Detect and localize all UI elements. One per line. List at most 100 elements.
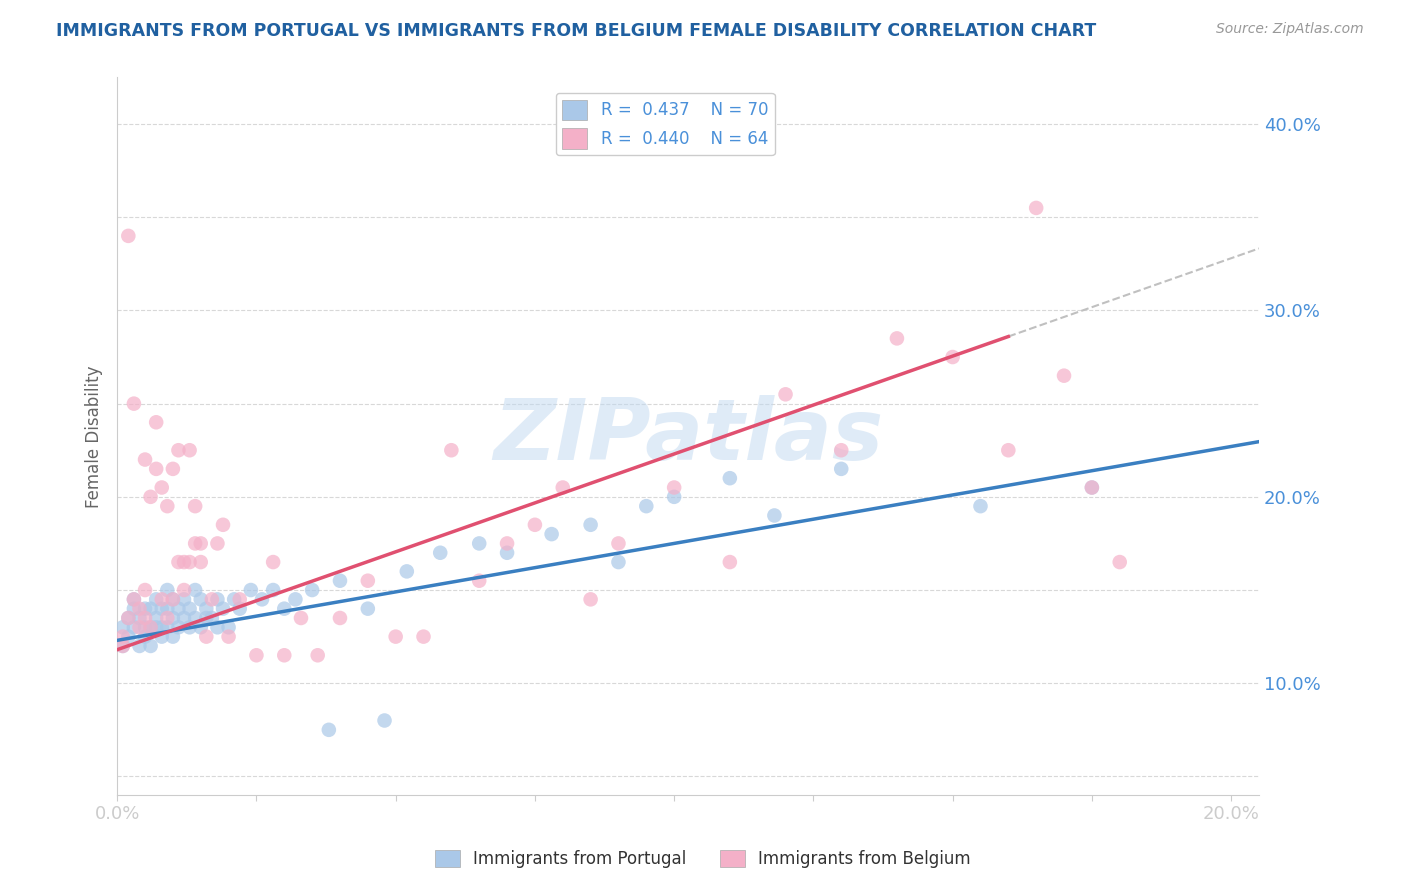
Point	[150, 620, 173, 634]
Point	[1081, 481, 1104, 495]
Point	[111, 630, 134, 644]
Point	[551, 481, 574, 495]
Point	[636, 499, 658, 513]
Point	[156, 601, 179, 615]
Point	[134, 630, 156, 644]
Point	[156, 620, 179, 634]
Point	[150, 592, 173, 607]
Point	[167, 555, 190, 569]
Point	[195, 630, 218, 644]
Point	[156, 499, 179, 513]
Point	[162, 630, 184, 644]
Point	[139, 639, 162, 653]
Point	[111, 620, 134, 634]
Point	[468, 574, 491, 588]
Point	[207, 536, 229, 550]
Point	[195, 611, 218, 625]
Point	[607, 536, 630, 550]
Point	[228, 592, 250, 607]
Point	[579, 592, 602, 607]
Point	[134, 620, 156, 634]
Point	[111, 639, 134, 653]
Point	[262, 555, 284, 569]
Point	[117, 611, 139, 625]
Point	[212, 601, 235, 615]
Point	[145, 611, 167, 625]
Point	[496, 536, 519, 550]
Point	[718, 555, 741, 569]
Point	[117, 630, 139, 644]
Point	[997, 443, 1019, 458]
Legend: R =  0.437    N = 70, R =  0.440    N = 64: R = 0.437 N = 70, R = 0.440 N = 64	[555, 93, 775, 155]
Point	[122, 620, 145, 634]
Point	[1025, 201, 1047, 215]
Point	[139, 620, 162, 634]
Point	[139, 490, 162, 504]
Point	[184, 499, 207, 513]
Point	[179, 601, 201, 615]
Point	[122, 592, 145, 607]
Point	[173, 592, 195, 607]
Point	[139, 601, 162, 615]
Point	[179, 620, 201, 634]
Point	[468, 536, 491, 550]
Point	[662, 490, 685, 504]
Point	[775, 387, 797, 401]
Point	[145, 592, 167, 607]
Point	[128, 639, 150, 653]
Point	[190, 620, 212, 634]
Point	[224, 592, 246, 607]
Point	[496, 546, 519, 560]
Point	[1053, 368, 1076, 383]
Point	[190, 592, 212, 607]
Point	[179, 555, 201, 569]
Point	[128, 601, 150, 615]
Point	[162, 592, 184, 607]
Point	[162, 592, 184, 607]
Text: Source: ZipAtlas.com: Source: ZipAtlas.com	[1216, 22, 1364, 37]
Point	[190, 555, 212, 569]
Point	[830, 443, 852, 458]
Point	[942, 350, 965, 364]
Point	[184, 536, 207, 550]
Point	[167, 443, 190, 458]
Point	[440, 443, 463, 458]
Point	[134, 601, 156, 615]
Point	[207, 592, 229, 607]
Point	[212, 517, 235, 532]
Point	[156, 582, 179, 597]
Point	[201, 592, 224, 607]
Point	[128, 620, 150, 634]
Point	[318, 723, 340, 737]
Point	[128, 611, 150, 625]
Point	[179, 443, 201, 458]
Point	[284, 592, 307, 607]
Point	[540, 527, 562, 541]
Point	[150, 601, 173, 615]
Point	[162, 462, 184, 476]
Point	[357, 601, 380, 615]
Text: ZIPatlas: ZIPatlas	[494, 395, 883, 478]
Point	[122, 601, 145, 615]
Point	[207, 620, 229, 634]
Point	[1108, 555, 1130, 569]
Point	[1081, 481, 1104, 495]
Point	[184, 582, 207, 597]
Point	[579, 517, 602, 532]
Point	[245, 648, 267, 663]
Point	[218, 630, 240, 644]
Point	[184, 611, 207, 625]
Point	[384, 630, 406, 644]
Point	[830, 462, 852, 476]
Point	[607, 555, 630, 569]
Point	[173, 582, 195, 597]
Point	[239, 582, 262, 597]
Point	[718, 471, 741, 485]
Point	[117, 228, 139, 243]
Point	[763, 508, 786, 523]
Point	[307, 648, 329, 663]
Point	[357, 574, 380, 588]
Legend: Immigrants from Portugal, Immigrants from Belgium: Immigrants from Portugal, Immigrants fro…	[429, 843, 977, 875]
Point	[969, 499, 991, 513]
Point	[150, 481, 173, 495]
